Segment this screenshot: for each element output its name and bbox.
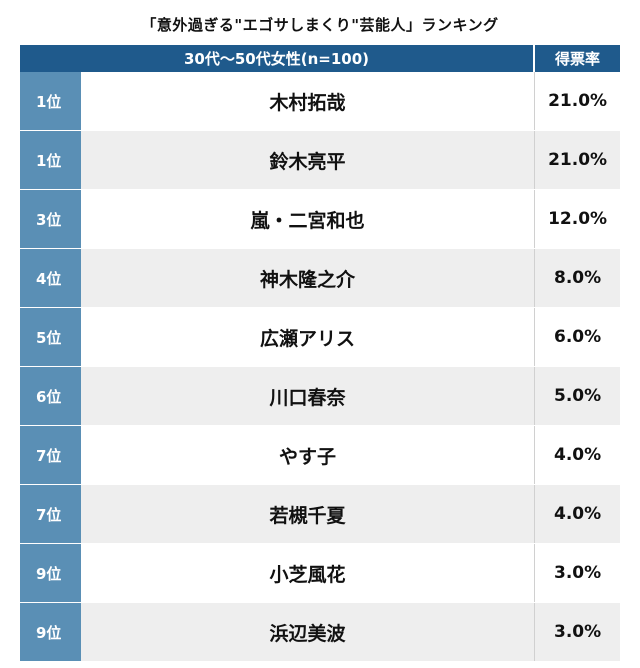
- value-cell: 4.0%: [534, 426, 620, 484]
- rank-cell: 9位: [20, 603, 81, 661]
- rank-cell: 4位: [20, 249, 81, 307]
- rank-cell: 5位: [20, 308, 81, 366]
- value-header: 得票率: [535, 45, 620, 72]
- rank-cell: 1位: [20, 72, 81, 130]
- name-cell: やす子: [80, 426, 535, 484]
- name-cell: 川口春奈: [80, 367, 535, 425]
- table-body: 1位 木村拓哉 21.0% 1位 鈴木亮平 21.0% 3位 嵐・二宮和也 12.0% 4位 神木隆…: [20, 72, 620, 662]
- name-cell: 広瀬アリス: [80, 308, 535, 366]
- name-cell: 浜辺美波: [80, 603, 535, 661]
- group-header: 30代〜50代女性(n=100): [20, 45, 533, 72]
- value-cell: 12.0%: [534, 190, 620, 248]
- ranking-table: 30代〜50代女性(n=100) 得票率 1位 木村拓哉 21.0% 1位 鈴木亮平 21…: [20, 45, 620, 662]
- name-cell: 神木隆之介: [80, 249, 535, 307]
- table-row: 7位 やす子 4.0%: [20, 426, 620, 485]
- table-row: 9位 小芝風花 3.0%: [20, 544, 620, 603]
- rank-cell: 6位: [20, 367, 81, 425]
- name-cell: 小芝風花: [80, 544, 535, 602]
- value-cell: 6.0%: [534, 308, 620, 366]
- rank-cell: 3位: [20, 190, 81, 248]
- table-row: 9位 浜辺美波 3.0%: [20, 603, 620, 662]
- name-cell: 嵐・二宮和也: [80, 190, 535, 248]
- table-row: 5位 広瀬アリス 6.0%: [20, 308, 620, 367]
- value-cell: 21.0%: [534, 72, 620, 130]
- table-row: 4位 神木隆之介 8.0%: [20, 249, 620, 308]
- header-divider: [533, 45, 535, 72]
- name-cell: 鈴木亮平: [80, 131, 535, 189]
- rank-cell: 9位: [20, 544, 81, 602]
- table-row: 1位 木村拓哉 21.0%: [20, 72, 620, 131]
- value-cell: 3.0%: [534, 603, 620, 661]
- value-cell: 21.0%: [534, 131, 620, 189]
- table-row: 1位 鈴木亮平 21.0%: [20, 131, 620, 190]
- value-cell: 8.0%: [534, 249, 620, 307]
- table-row: 3位 嵐・二宮和也 12.0%: [20, 190, 620, 249]
- table-row: 6位 川口春奈 5.0%: [20, 367, 620, 426]
- name-cell: 若槻千夏: [80, 485, 535, 543]
- value-cell: 5.0%: [534, 367, 620, 425]
- rank-cell: 1位: [20, 131, 81, 189]
- chart-title: 「意外過ぎる"エゴサしまくり"芸能人」ランキング: [141, 16, 499, 34]
- table-row: 7位 若槻千夏 4.0%: [20, 485, 620, 544]
- value-cell: 4.0%: [534, 485, 620, 543]
- rank-cell: 7位: [20, 485, 81, 543]
- table-header: 30代〜50代女性(n=100) 得票率: [20, 45, 620, 72]
- name-cell: 木村拓哉: [80, 72, 535, 130]
- rank-cell: 7位: [20, 426, 81, 484]
- value-cell: 3.0%: [534, 544, 620, 602]
